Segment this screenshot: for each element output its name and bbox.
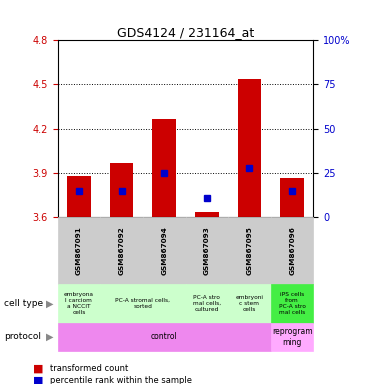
Bar	[280, 178, 304, 217]
Text: percentile rank within the sample: percentile rank within the sample	[50, 376, 192, 384]
Text: embryoni
c stem
cells: embryoni c stem cells	[236, 295, 263, 312]
Text: GSM867096: GSM867096	[289, 226, 295, 275]
Text: GSM867095: GSM867095	[246, 226, 253, 275]
Bar	[67, 177, 91, 217]
Text: transformed count: transformed count	[50, 364, 128, 373]
Text: GSM867092: GSM867092	[118, 226, 125, 275]
Text: PC-A stromal cells,
sorted: PC-A stromal cells, sorted	[115, 298, 170, 309]
Text: GSM867093: GSM867093	[204, 226, 210, 275]
Text: protocol: protocol	[4, 333, 41, 341]
Bar	[195, 212, 219, 217]
Title: GDS4124 / 231164_at: GDS4124 / 231164_at	[117, 26, 254, 39]
Text: GSM867091: GSM867091	[76, 226, 82, 275]
Bar	[238, 79, 261, 217]
Text: PC-A stro
mal cells,
cultured: PC-A stro mal cells, cultured	[193, 295, 221, 312]
Text: ■: ■	[33, 375, 44, 384]
Text: control: control	[151, 333, 178, 341]
Bar	[110, 163, 133, 217]
Text: reprogram
ming: reprogram ming	[272, 327, 312, 347]
Text: cell type: cell type	[4, 299, 43, 308]
Text: GSM867094: GSM867094	[161, 226, 167, 275]
Text: embryona
l carciom
a NCCIT
cells: embryona l carciom a NCCIT cells	[64, 292, 94, 314]
Text: ▶: ▶	[46, 332, 54, 342]
Text: ▶: ▶	[46, 298, 54, 308]
Text: iPS cells
from
PC-A stro
mal cells: iPS cells from PC-A stro mal cells	[279, 292, 306, 314]
Bar	[152, 119, 176, 217]
Text: ■: ■	[33, 364, 44, 374]
